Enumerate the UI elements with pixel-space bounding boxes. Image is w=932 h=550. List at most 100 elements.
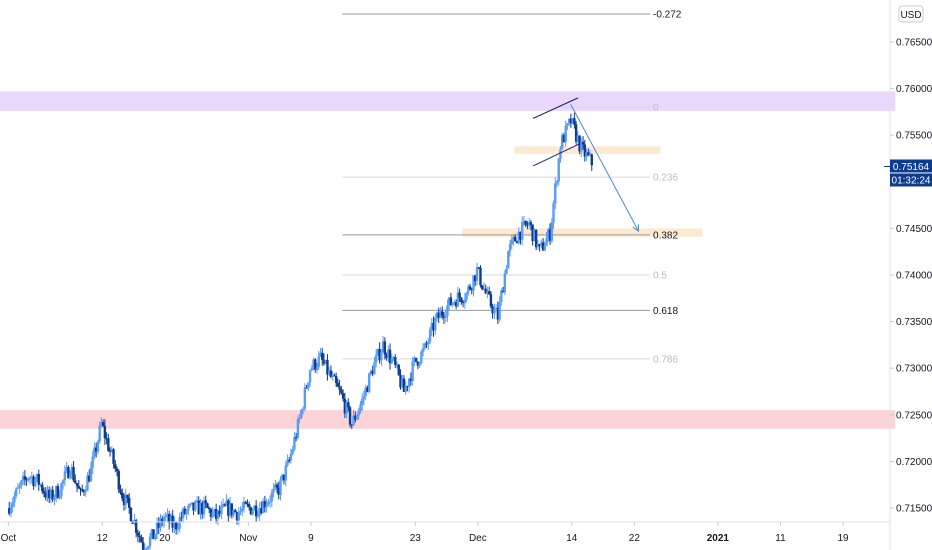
price-tick-label: 0.76000 [896,84,932,95]
candle-body [527,222,531,226]
candle-body [267,501,270,505]
candle-body [430,322,433,330]
candle-body [373,362,376,375]
candle-body [524,220,527,225]
candle-body [446,305,449,316]
candle-body [498,302,501,320]
candle-body [380,352,383,361]
fib-label: 0.618 [653,306,678,317]
time-tick-label: 12 [97,533,109,544]
orange-zone-upper[interactable] [514,146,661,154]
candle-body [307,382,310,388]
candle-body [209,509,213,517]
candle-body [39,484,42,486]
candle-body [416,361,420,366]
candle-body [110,449,114,452]
candle-body [140,537,143,543]
candle-body [20,480,23,486]
candle-body [348,407,352,425]
time-axis[interactable]: Oct 12 20 Nov 9 23 Dec 14 22 2021 11 19 [1,522,849,544]
candle-body [451,302,454,306]
support-zone[interactable] [0,410,896,429]
candle-body [540,242,543,246]
candle-body [340,389,343,394]
candle-body [453,302,456,304]
candle-body [89,467,93,482]
candle-body [326,359,329,375]
candle-body [225,500,228,506]
candle-body [547,229,550,239]
price-tick-label: 0.72000 [896,457,932,468]
candle-body [552,203,555,223]
candle-body [512,236,515,240]
candle-body [242,501,246,509]
candle-body [239,510,242,513]
projection-arrow-head [632,224,640,233]
candle-body [58,496,61,499]
candle-body [272,488,275,493]
candle-body [460,297,463,303]
candle-body [164,516,167,518]
orange-zone-lower[interactable] [462,228,703,237]
candle-body [227,500,230,516]
candle-body [590,154,593,166]
resistance-zone[interactable] [0,91,896,111]
candle-body [394,357,397,365]
candle-body [401,378,404,388]
candle-body [117,471,120,490]
candle-body [235,512,239,521]
candle-body [580,141,583,152]
candle-body [420,351,423,363]
candle-body [514,236,517,242]
projection-arrow[interactable] [570,104,639,232]
candle-body [35,473,39,480]
time-tick-label: Oct [1,533,17,544]
candle-body [256,515,260,517]
candle-body [68,474,72,479]
candle-body [576,135,580,142]
currency-button[interactable]: USD [898,5,924,23]
time-tick-label: 2021 [707,533,730,544]
candle-body [362,396,366,399]
candle-body [286,459,289,466]
candle-body [439,311,442,318]
currency-label: USD [900,10,921,21]
fib-retracement[interactable]: -0.272 0 0.236 0.382 0.5 0.618 0.786 [342,9,682,365]
wedge-trendline-1[interactable] [532,143,581,167]
candle-body [53,496,56,500]
candle-body [162,517,166,523]
candle-body [449,297,453,306]
candle-body [42,491,46,494]
drawings[interactable] [532,97,640,233]
price-tick-label: 0.74000 [896,270,932,281]
candle-body [214,508,218,519]
candle-body [569,118,573,124]
time-tick-label: 20 [159,533,171,544]
candle-body [32,476,35,487]
candle-body [23,476,27,480]
candle-body [378,348,381,361]
candle-body [98,425,101,442]
candle-body [468,286,472,290]
candle-body [72,466,75,481]
candle-body [77,486,80,489]
candle-body [463,299,467,303]
fib-label: 0.236 [653,173,678,184]
candle-body [159,518,162,528]
candle-body [141,542,145,550]
candle-body [534,229,538,248]
time-tick-label: 19 [837,533,849,544]
time-tick-label: 9 [308,533,314,544]
current-price: 0.75164 [893,162,930,173]
candle-body [138,535,141,538]
candle-body [51,489,54,500]
candle-body [387,349,390,359]
candle-body [126,494,129,498]
wedge-trendline-0[interactable] [532,97,579,119]
candle-body [30,476,34,478]
candle-body [331,375,334,377]
candle-body [442,315,446,318]
candle-body [505,268,508,274]
candle-body [470,289,473,291]
